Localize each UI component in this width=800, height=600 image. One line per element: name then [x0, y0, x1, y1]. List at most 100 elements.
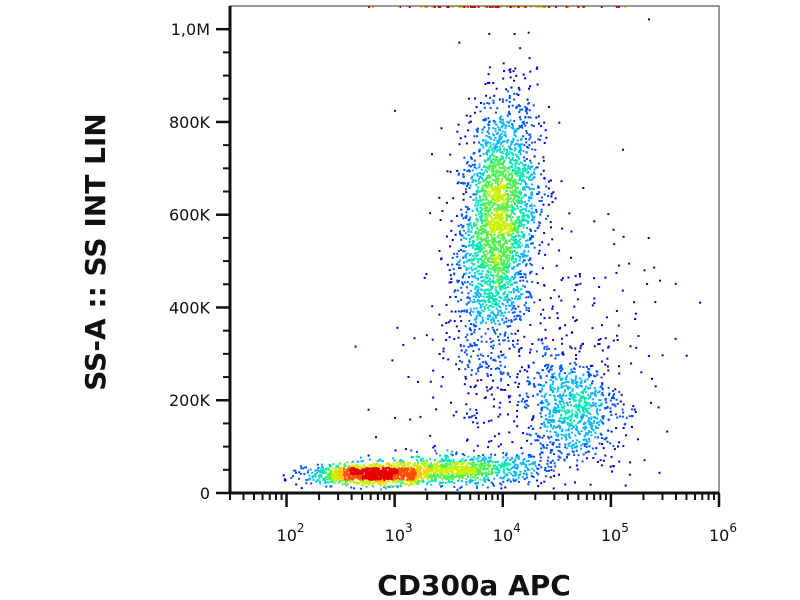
data-point: [494, 281, 497, 284]
data-point: [571, 440, 574, 443]
data-point: [499, 218, 502, 221]
data-point: [511, 297, 514, 300]
data-point: [506, 463, 509, 466]
data-point: [583, 411, 586, 414]
data-point: [467, 228, 470, 231]
data-point: [567, 422, 570, 424]
data-point: [560, 452, 563, 455]
data-point: [486, 236, 489, 239]
data-point: [494, 169, 497, 172]
data-point: [549, 451, 552, 454]
data-point: [478, 292, 480, 295]
data-point: [496, 196, 498, 199]
data-point: [452, 477, 454, 480]
data-point: [496, 216, 499, 219]
data-point: [481, 212, 484, 215]
data-point: [615, 427, 618, 430]
data-point: [495, 157, 497, 160]
data-point: [580, 447, 582, 450]
data-point: [599, 404, 602, 407]
data-point: [556, 409, 559, 412]
data-point: [475, 316, 478, 319]
data-point: [423, 464, 426, 467]
data-point: [490, 212, 493, 215]
data-point: [499, 388, 502, 391]
data-point: [591, 380, 594, 383]
data-point: [600, 360, 603, 363]
data-point: [541, 395, 544, 398]
data-point: [449, 153, 452, 156]
data-point: [514, 197, 517, 200]
data-point: [574, 347, 577, 350]
data-point: [501, 319, 504, 322]
data-point: [490, 194, 493, 197]
data-point: [526, 399, 528, 402]
data-point: [507, 336, 509, 339]
data-point: [579, 433, 581, 435]
data-point: [594, 452, 597, 455]
data-point: [523, 164, 526, 167]
data-point: [585, 440, 588, 443]
data-point: [487, 181, 490, 184]
data-point: [501, 130, 504, 133]
data-point: [582, 427, 585, 429]
data-point: [498, 157, 501, 160]
data-point: [533, 246, 536, 249]
data-point: [517, 480, 520, 483]
data-point: [470, 468, 473, 471]
data-point: [403, 464, 406, 467]
data-point: [529, 272, 531, 275]
data-point: [600, 433, 603, 436]
data-point: [597, 343, 600, 346]
data-point: [412, 464, 415, 467]
data-point: [483, 204, 486, 207]
data-point: [488, 209, 490, 212]
data-point: [527, 454, 530, 456]
data-point: [542, 445, 545, 448]
data-point: [439, 460, 442, 463]
data-point: [536, 83, 539, 86]
data-point: [506, 206, 509, 209]
data-point: [502, 371, 505, 374]
data-point: [474, 193, 477, 196]
data-point: [574, 424, 577, 427]
data-point: [524, 264, 527, 267]
data-point: [469, 385, 472, 388]
data-point: [509, 277, 512, 280]
data-point: [588, 373, 591, 376]
data-point: [489, 144, 492, 147]
data-point: [381, 460, 384, 463]
data-point: [452, 475, 455, 478]
data-point: [560, 420, 563, 423]
data-point: [495, 178, 498, 181]
data-point: [328, 477, 331, 480]
data-point: [522, 168, 525, 170]
data-point: [489, 230, 492, 233]
data-point: [463, 454, 466, 457]
data-point: [462, 468, 465, 470]
data-point: [434, 449, 437, 452]
data-point: [516, 466, 519, 469]
data-point: [495, 208, 498, 211]
data-point: [619, 400, 622, 403]
data-point: [478, 357, 481, 360]
data-point: [472, 295, 475, 298]
data-point: [515, 281, 518, 284]
data-point: [509, 177, 512, 180]
data-point: [478, 194, 481, 197]
data-point: [459, 259, 461, 262]
data-point: [466, 469, 469, 472]
data-point: [558, 121, 561, 124]
data-point: [495, 223, 498, 225]
data-point: [515, 174, 518, 177]
data-point: [601, 387, 604, 389]
data-point: [502, 339, 505, 342]
data-point: [443, 470, 446, 473]
data-point: [495, 218, 498, 221]
data-point: [499, 206, 502, 209]
data-point: [469, 328, 472, 331]
data-point: [543, 480, 546, 483]
data-point: [570, 368, 573, 371]
data-point: [516, 202, 519, 205]
data-point: [500, 229, 503, 232]
